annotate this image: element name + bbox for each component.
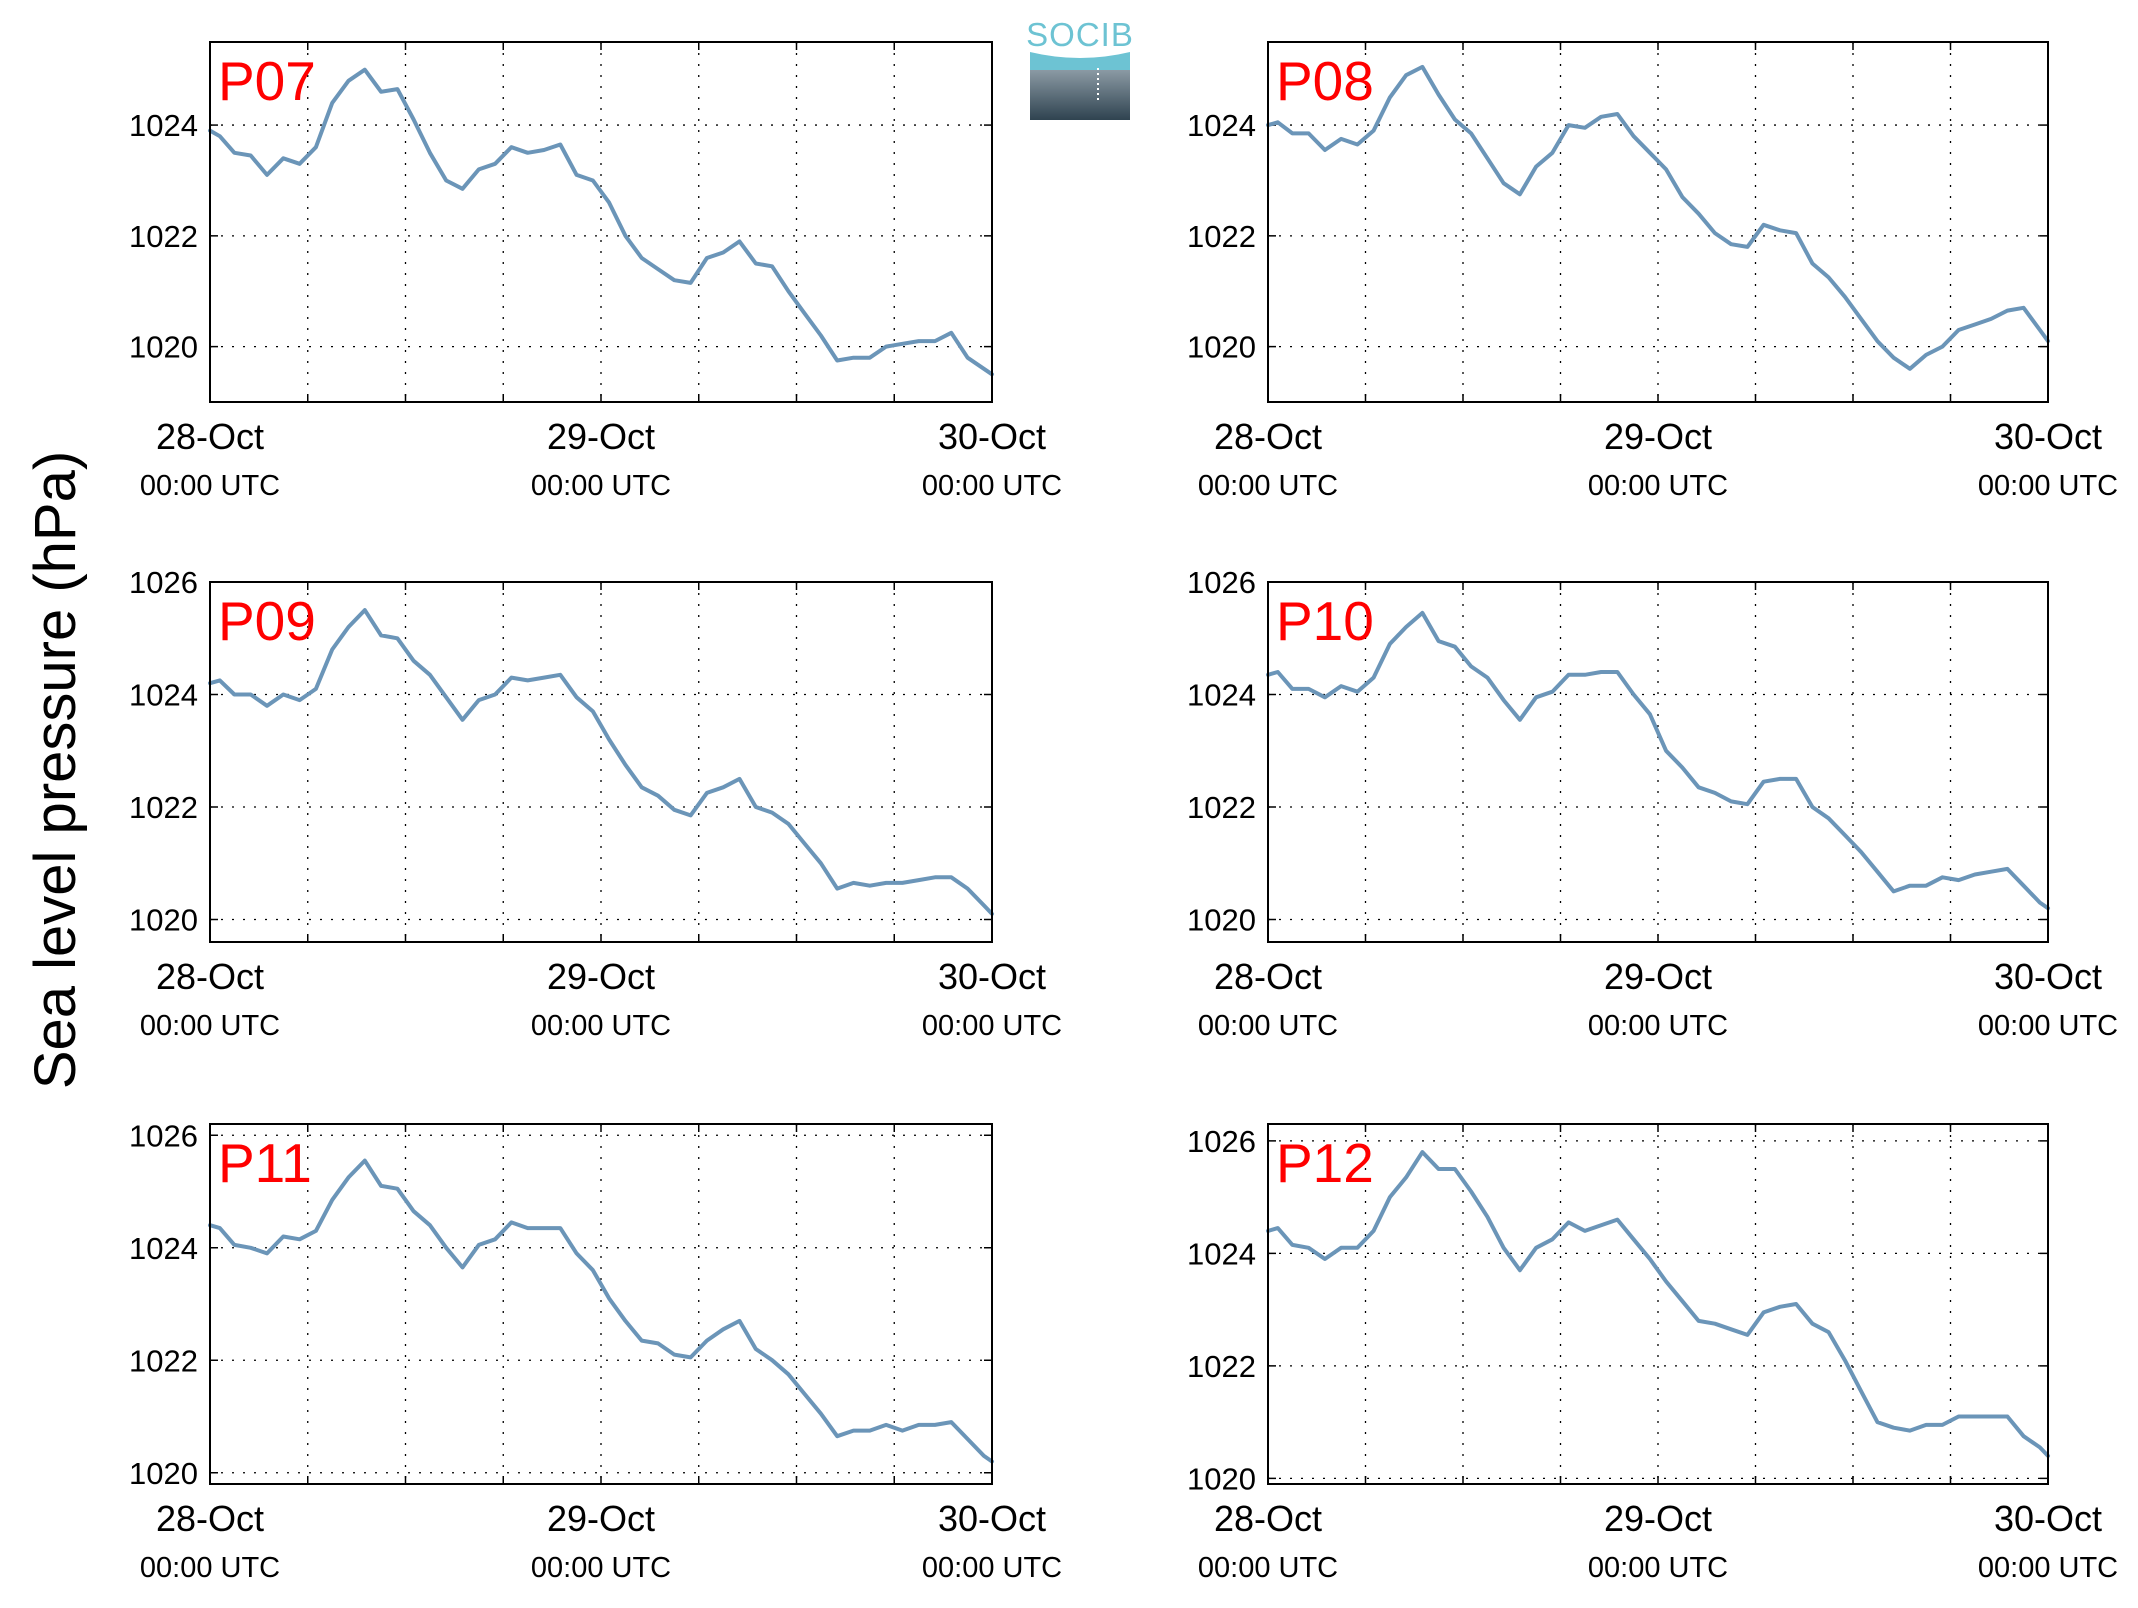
x-tick-label-time: 00:00 UTC	[1198, 470, 1338, 502]
panel-label: P12	[1276, 1132, 1374, 1194]
series-line-p07	[208, 67, 994, 377]
x-tick-label-time: 00:00 UTC	[531, 470, 671, 502]
panel-p08: 1020 1022 1024 28-Oct 00:00 UTC 29-Oct 00:00 U…	[1187, 41, 2118, 502]
y-tick-label: 1022	[129, 790, 198, 825]
x-tick-label-time: 00:00 UTC	[1588, 470, 1728, 502]
x-tick-label-date: 29-Oct	[1604, 416, 1712, 457]
y-tick-label: 1022	[1187, 790, 1256, 825]
axes-frame	[1267, 1123, 2049, 1485]
y-tick-label: 1020	[1187, 330, 1256, 365]
x-tick-label-time: 00:00 UTC	[140, 470, 280, 502]
x-tick-label-date: 30-Oct	[1994, 1498, 2102, 1539]
axes-frame	[209, 1123, 993, 1485]
y-tick-label: 1026	[129, 565, 198, 600]
y-tick-label: 1022	[129, 219, 198, 254]
panel-label: P11	[218, 1132, 312, 1194]
y-tick-label: 1022	[129, 1343, 198, 1378]
panel-p07: 1020 1022 1024 28-Oct 00:00 UTC 29-Oct 00:00 U…	[129, 41, 1062, 502]
y-tick-label: 1026	[1187, 565, 1256, 600]
y-tick-label: 1024	[129, 108, 198, 143]
y-tick-label: 1026	[129, 1118, 198, 1153]
panel-p10: 1020 1022 1024 1026 28-Oct 00:00 UTC 29-Oct 00:…	[1187, 565, 2118, 1042]
axes-frame	[1267, 581, 2049, 943]
panel-label: P07	[218, 50, 316, 112]
x-tick-label-time: 00:00 UTC	[531, 1010, 671, 1042]
panel-label: P10	[1276, 590, 1374, 652]
x-tick-label-time: 00:00 UTC	[1978, 1552, 2118, 1584]
axes-frame	[1267, 41, 2049, 403]
x-tick-label-date: 28-Oct	[156, 956, 264, 997]
y-tick-label: 1024	[1187, 678, 1256, 713]
x-tick-label-date: 30-Oct	[938, 956, 1046, 997]
x-tick-label-time: 00:00 UTC	[1588, 1010, 1728, 1042]
series-line-p08	[1266, 64, 2050, 371]
x-tick-label-time: 00:00 UTC	[1978, 470, 2118, 502]
y-axis-title: Sea level pressure (hPa)	[23, 451, 88, 1089]
x-tick-label-date: 29-Oct	[547, 1498, 655, 1539]
panels: 1020 1022 1024 28-Oct 00:00 UTC 29-Oct 00:00 U…	[129, 41, 2118, 1584]
x-tick-label-date: 30-Oct	[938, 416, 1046, 457]
x-tick-label-time: 00:00 UTC	[922, 470, 1062, 502]
series-line-p12	[1266, 1150, 2050, 1458]
x-tick-label-date: 29-Oct	[547, 416, 655, 457]
x-tick-label-time: 00:00 UTC	[140, 1010, 280, 1042]
y-tick-label: 1020	[129, 330, 198, 365]
axes-frame	[209, 581, 993, 943]
x-tick-label-date: 29-Oct	[547, 956, 655, 997]
y-tick-label: 1024	[129, 1231, 198, 1266]
x-tick-label-time: 00:00 UTC	[922, 1552, 1062, 1584]
x-tick-label-time: 00:00 UTC	[922, 1010, 1062, 1042]
x-tick-label-time: 00:00 UTC	[1588, 1552, 1728, 1584]
x-tick-label-time: 00:00 UTC	[1198, 1552, 1338, 1584]
x-tick-label-time: 00:00 UTC	[531, 1552, 671, 1584]
axes-frame	[209, 41, 993, 403]
panel-label: P09	[218, 590, 316, 652]
panel-p12: 1020 1022 1024 1026 28-Oct 00:00 UTC 29-Oct 00:…	[1187, 1123, 2118, 1584]
y-tick-label: 1026	[1187, 1124, 1256, 1159]
x-tick-label-date: 30-Oct	[938, 1498, 1046, 1539]
panel-p11: 1020 1022 1024 1026 28-Oct 00:00 UTC 29-Oct 00:…	[129, 1118, 1062, 1584]
y-tick-label: 1022	[1187, 1349, 1256, 1384]
x-tick-label-date: 30-Oct	[1994, 416, 2102, 457]
y-tick-label: 1024	[1187, 108, 1256, 143]
panel-label: P08	[1276, 50, 1374, 112]
y-tick-label: 1020	[1187, 903, 1256, 938]
y-tick-label: 1020	[129, 1456, 198, 1491]
y-tick-label: 1020	[1187, 1461, 1256, 1496]
series-line-p10	[1266, 610, 2050, 911]
socib-logo: SOCIB	[1026, 16, 1134, 120]
panel-p09: 1020 1022 1024 1026 28-Oct 00:00 UTC 29-Oct 00:…	[129, 565, 1062, 1042]
x-tick-label-date: 29-Oct	[1604, 956, 1712, 997]
x-tick-label-date: 28-Oct	[156, 416, 264, 457]
logo-wordmark: SOCIB	[1026, 16, 1134, 53]
y-tick-label: 1022	[1187, 219, 1256, 254]
x-tick-label-date: 28-Oct	[1214, 1498, 1322, 1539]
x-tick-label-time: 00:00 UTC	[140, 1552, 280, 1584]
x-tick-label-time: 00:00 UTC	[1198, 1010, 1338, 1042]
y-tick-label: 1024	[1187, 1236, 1256, 1271]
x-tick-label-date: 28-Oct	[156, 1498, 264, 1539]
x-tick-label-date: 30-Oct	[1994, 956, 2102, 997]
series-line-p11	[208, 1158, 994, 1464]
x-tick-label-date: 28-Oct	[1214, 956, 1322, 997]
x-tick-label-date: 28-Oct	[1214, 416, 1322, 457]
y-tick-label: 1024	[129, 678, 198, 713]
x-tick-label-date: 29-Oct	[1604, 1498, 1712, 1539]
x-tick-label-time: 00:00 UTC	[1978, 1010, 2118, 1042]
y-tick-label: 1020	[129, 903, 198, 938]
series-line-p09	[208, 608, 994, 916]
logo-body	[1030, 70, 1130, 120]
